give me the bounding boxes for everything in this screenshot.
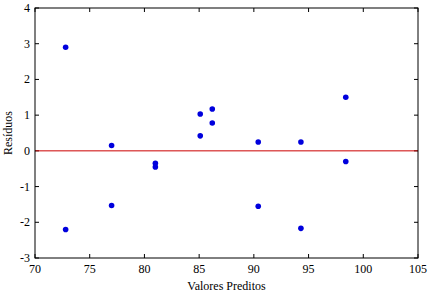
point: [255, 203, 261, 209]
y-tick: [414, 79, 418, 80]
y-tick: [414, 186, 418, 187]
point: [209, 120, 215, 126]
x-tick: [308, 8, 309, 12]
y-tick: [414, 115, 418, 116]
x-axis-label: Valores Preditos: [187, 279, 266, 293]
x-tick-label: 100: [354, 262, 372, 276]
x-tick-label: 80: [138, 262, 150, 276]
x-tick: [199, 8, 200, 12]
y-tick-label: -2: [20, 215, 30, 229]
point: [343, 94, 349, 100]
plot-area: [35, 44, 418, 232]
y-tick-label: 0: [24, 144, 30, 158]
frame: [35, 8, 418, 258]
x-tick-label: 105: [409, 262, 427, 276]
y-tick-label: 3: [24, 37, 30, 51]
x-tick: [308, 254, 309, 258]
y-tick: [35, 79, 39, 80]
x-tick-label: 85: [193, 262, 205, 276]
point: [343, 159, 349, 165]
point: [197, 111, 203, 117]
point: [63, 227, 69, 233]
x-tick: [363, 254, 364, 258]
point: [197, 133, 203, 139]
y-tick-label: 4: [24, 1, 30, 15]
x-tick-label: 70: [29, 262, 41, 276]
x-tick: [144, 8, 145, 12]
y-tick: [414, 43, 418, 44]
x-tick-label: 75: [84, 262, 96, 276]
y-tick-label: -3: [20, 251, 30, 265]
point: [109, 203, 115, 209]
y-tick: [35, 222, 39, 223]
x-tick-label: 90: [248, 262, 260, 276]
point: [209, 106, 215, 112]
y-tick: [35, 115, 39, 116]
point: [298, 226, 304, 232]
x-tick: [144, 254, 145, 258]
point: [255, 139, 261, 145]
point: [298, 139, 304, 145]
x-tick: [253, 8, 254, 12]
x-tick: [89, 254, 90, 258]
y-tick-label: 1: [24, 108, 30, 122]
y-axis-label: Resíduos: [1, 111, 15, 155]
y-tick: [35, 186, 39, 187]
point: [153, 164, 159, 170]
point: [109, 143, 115, 149]
x-tick: [89, 8, 90, 12]
y-tick-label: -1: [20, 180, 30, 194]
y-tick: [414, 222, 418, 223]
reference-line: [35, 150, 418, 151]
y-tick: [35, 43, 39, 44]
x-tick: [363, 8, 364, 12]
x-tick-label: 95: [303, 262, 315, 276]
y-tick-label: 2: [24, 72, 30, 86]
x-tick: [253, 254, 254, 258]
chart: 70 75 80 85 90 95 100 105 -3 -2 -1 0 1 2 3 4 Valores Pre…: [0, 0, 428, 295]
point: [63, 44, 69, 50]
x-tick: [199, 254, 200, 258]
